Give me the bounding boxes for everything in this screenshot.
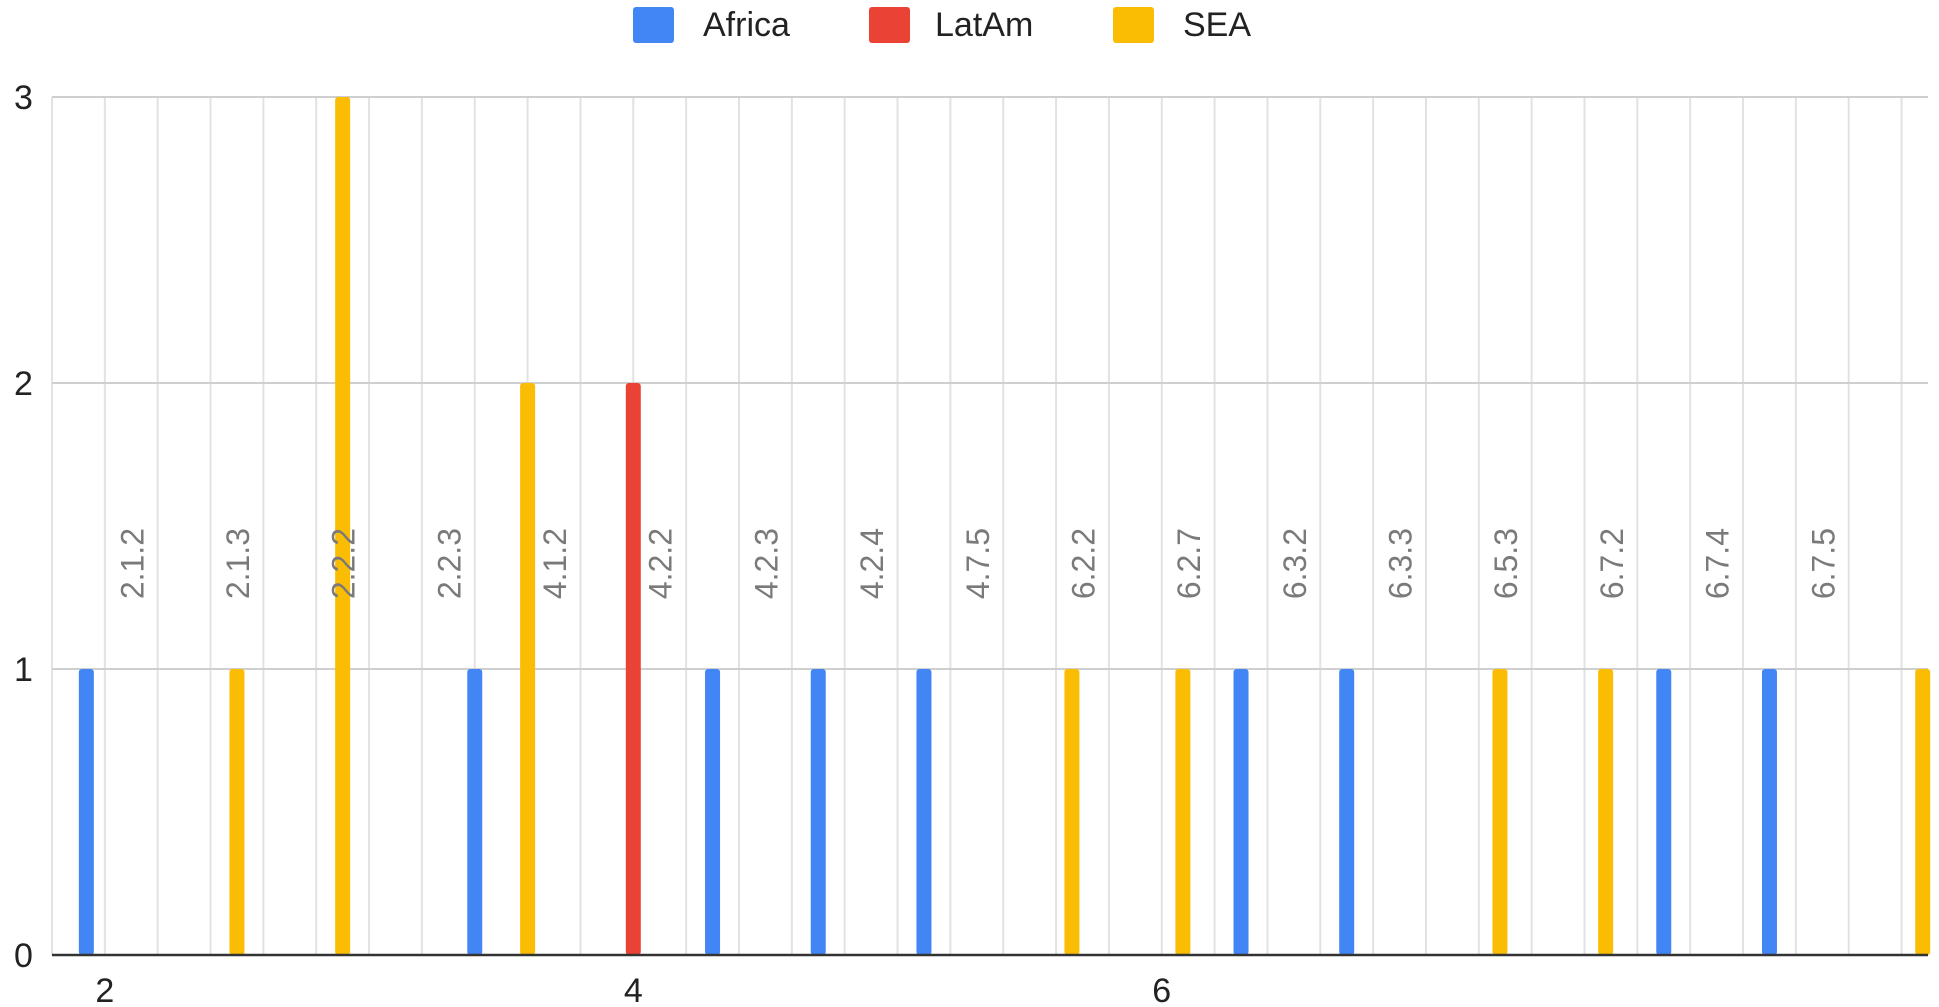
bar-sea[interactable]	[1064, 669, 1080, 955]
bar-africa[interactable]	[705, 669, 721, 955]
bar-africa[interactable]	[916, 669, 932, 955]
bar-sea[interactable]	[1492, 669, 1508, 955]
y-tick-label: 1	[14, 651, 33, 689]
category-label: 6.7.4	[1700, 528, 1736, 599]
legend-swatch	[633, 7, 674, 43]
category-label-layer: 2.1.2 2.1.3 2.2.2 2.2.3 4.1.2 4.2.2 4.2.3 4.2.4…	[114, 528, 1841, 599]
category-label: 2.2.3	[431, 528, 467, 599]
bar-africa[interactable]	[1656, 669, 1672, 955]
grid-layer	[51, 96, 1928, 955]
legend-label: LatAm	[935, 6, 1033, 44]
bar-sea[interactable]	[1915, 669, 1931, 955]
bar-layer	[78, 97, 1931, 955]
bar-africa[interactable]	[1233, 669, 1249, 955]
category-label: 6.7.2	[1594, 528, 1630, 599]
category-label: 2.1.3	[220, 528, 256, 599]
category-label: 4.1.2	[537, 528, 573, 599]
bar-africa[interactable]	[78, 669, 94, 955]
axis-layer: 0 1 2 3 2 4 6	[14, 79, 1928, 1007]
y-tick-label: 2	[14, 365, 33, 403]
category-label: 4.2.2	[643, 528, 679, 599]
category-label: 2.2.2	[326, 528, 362, 599]
x-tick-label: 4	[624, 972, 643, 1007]
category-label: 4.2.4	[854, 528, 890, 599]
legend-item-africa[interactable]: Africa	[633, 6, 790, 44]
legend-item-latam[interactable]: LatAm	[869, 6, 1033, 44]
category-label: 4.2.3	[748, 528, 784, 599]
x-tick-label: 2	[95, 972, 114, 1007]
y-tick-label: 3	[14, 79, 33, 117]
category-label: 4.7.5	[960, 528, 996, 599]
category-label: 6.5.3	[1488, 528, 1524, 599]
legend-label: Africa	[703, 6, 790, 44]
bar-africa[interactable]	[467, 669, 483, 955]
bar-africa[interactable]	[1761, 669, 1777, 955]
legend-swatch	[869, 7, 910, 43]
bar-africa[interactable]	[1339, 669, 1355, 955]
category-label: 6.3.2	[1277, 528, 1313, 599]
category-label: 6.2.2	[1065, 528, 1101, 599]
bar-sea[interactable]	[229, 669, 245, 955]
bar-africa[interactable]	[810, 669, 826, 955]
y-tick-label: 0	[14, 937, 33, 975]
bar-sea[interactable]	[1598, 669, 1614, 955]
bar-sea[interactable]	[1175, 669, 1191, 955]
bar-sea[interactable]	[335, 97, 351, 955]
bar-latam[interactable]	[625, 383, 641, 955]
legend-item-sea[interactable]: SEA	[1113, 6, 1251, 44]
bar-sea[interactable]	[520, 383, 536, 955]
category-label: 6.3.3	[1383, 528, 1419, 599]
x-tick-label: 6	[1152, 972, 1171, 1007]
legend-swatch	[1113, 7, 1154, 43]
category-label: 6.7.5	[1805, 528, 1841, 599]
legend-label: SEA	[1183, 6, 1251, 44]
legend[interactable]: Africa LatAm SEA	[633, 6, 1251, 44]
category-label: 2.1.2	[114, 528, 150, 599]
category-label: 6.2.7	[1171, 528, 1207, 599]
